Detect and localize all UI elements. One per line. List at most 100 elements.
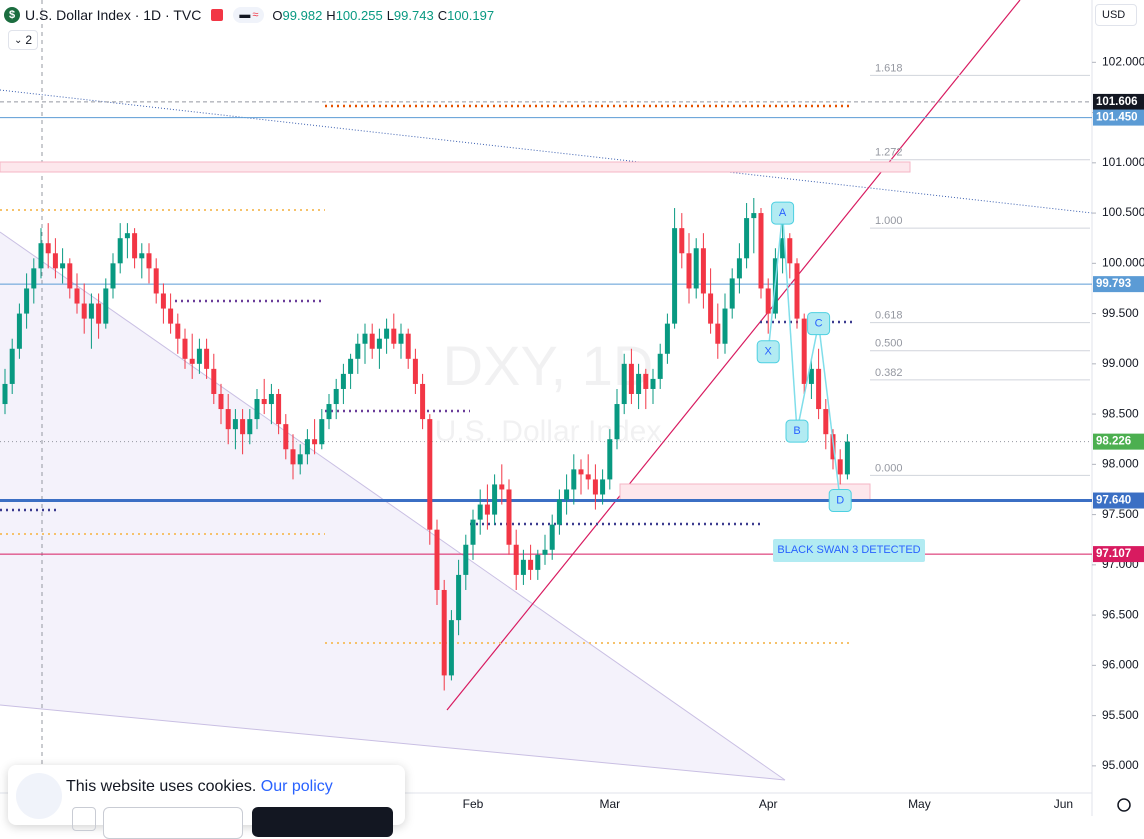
candle-body xyxy=(513,544,519,575)
candle-body xyxy=(175,323,181,339)
candle-body xyxy=(729,278,735,309)
candle-body xyxy=(376,338,382,349)
candle-body xyxy=(736,258,742,279)
candle-body xyxy=(693,248,699,289)
candle-body xyxy=(758,213,764,289)
candle-body xyxy=(146,253,152,269)
candle-body xyxy=(816,368,822,410)
x-tick-label: Mar xyxy=(599,797,620,811)
price-label-box xyxy=(1093,109,1144,126)
candle-body xyxy=(247,419,253,435)
candle-body xyxy=(427,419,433,530)
candle-body xyxy=(24,288,30,314)
candle-body xyxy=(60,263,66,269)
symbol-icon: $ xyxy=(4,7,20,23)
watermark-symbol: DXY, 1D xyxy=(443,334,654,397)
symbol-title[interactable]: U.S. Dollar Index · 1D · TVC xyxy=(25,7,202,23)
ohlc-values: O99.982 H100.255 L99.743 C100.197 xyxy=(272,8,498,23)
candle-body xyxy=(780,238,786,259)
price-label: 97.107 xyxy=(1096,548,1131,560)
ohlc-value: 99.743 xyxy=(393,7,434,23)
candle-body xyxy=(67,263,73,289)
candle-body xyxy=(38,243,44,269)
candle-body xyxy=(556,499,562,525)
legend-header: $ U.S. Dollar Index · 1D · TVC ▬ ≈ O99.98… xyxy=(4,4,498,26)
candle-body xyxy=(564,489,570,500)
candle-body xyxy=(837,459,843,475)
candle-body xyxy=(499,484,505,490)
x-tick-label: May xyxy=(908,797,931,811)
candle-body xyxy=(434,529,440,590)
price-label-box xyxy=(1093,93,1144,110)
pattern-leg xyxy=(817,323,841,501)
candle-body xyxy=(110,263,116,289)
candle-body xyxy=(636,373,642,394)
candle-body xyxy=(218,393,224,410)
ohlc-value: 100.197 xyxy=(447,7,495,23)
candle-body xyxy=(801,318,807,384)
candle-body xyxy=(477,504,483,520)
settings-icon[interactable] xyxy=(1117,798,1131,812)
candle-body xyxy=(456,574,462,621)
pattern-label: D xyxy=(836,494,844,506)
pattern-leg xyxy=(767,212,784,352)
flag[interactable] xyxy=(211,9,224,21)
candle-body xyxy=(542,549,548,555)
y-tick-label: 100.000 xyxy=(1102,256,1144,270)
candle-body xyxy=(607,439,613,480)
pattern-point xyxy=(785,419,809,443)
accept-button[interactable] xyxy=(252,807,393,837)
fib-label: 0.618 xyxy=(875,310,903,322)
status-pill[interactable]: ▬ ≈ xyxy=(233,7,265,23)
candle-body xyxy=(715,323,721,344)
indicators-toggle[interactable]: ⌄ 2 xyxy=(8,30,38,50)
candle-body xyxy=(211,368,217,394)
y-tick-label: 97.500 xyxy=(1102,507,1139,521)
price-label: 101.450 xyxy=(1096,112,1138,124)
candle-body xyxy=(643,373,649,389)
candle-body xyxy=(571,469,577,490)
candle-body xyxy=(31,268,37,289)
y-tick-label: 98.500 xyxy=(1102,406,1139,420)
pattern-banner-text: BLACK SWAN 3 DETECTED xyxy=(777,544,920,556)
candle-body xyxy=(657,353,663,379)
ohlc-key: H xyxy=(326,7,336,23)
y-tick-label: 102.000 xyxy=(1102,54,1144,68)
pattern-point xyxy=(756,340,780,364)
candle-body xyxy=(751,213,757,219)
candle-body xyxy=(124,233,130,239)
candle-body xyxy=(549,524,555,550)
cookie-icon xyxy=(16,773,62,819)
candle-body xyxy=(225,409,231,430)
y-tick-label: 99.500 xyxy=(1102,306,1139,320)
candle-body xyxy=(369,333,375,349)
y-tick-label: 98.000 xyxy=(1102,457,1139,471)
currency-button[interactable]: USD xyxy=(1095,4,1137,26)
ohlc-key: O xyxy=(272,7,283,23)
watermark-name: U.S. Dollar Index xyxy=(435,415,662,448)
candle-body xyxy=(448,620,454,676)
candle-body xyxy=(139,253,145,259)
pattern-point xyxy=(771,201,795,225)
candle-body xyxy=(2,383,8,405)
candle-body xyxy=(506,489,512,545)
candle-body xyxy=(168,308,174,324)
fib-label: 1.618 xyxy=(875,62,903,74)
trend-line xyxy=(0,231,786,781)
candle-body xyxy=(664,323,670,354)
candle-body xyxy=(189,358,195,364)
pattern-banner xyxy=(773,539,925,562)
candle-body xyxy=(520,559,526,575)
candle-body xyxy=(204,348,210,369)
candle-body xyxy=(628,363,634,394)
candle-body xyxy=(348,358,354,374)
candle-body xyxy=(196,348,202,364)
reject-button[interactable] xyxy=(103,807,243,839)
manage-button[interactable] xyxy=(72,807,96,831)
chart: DXY, 1D U.S. Dollar Index 95.000 95.500 96… xyxy=(0,0,1144,816)
candle-body xyxy=(268,393,274,405)
policy-link[interactable]: Our policy xyxy=(260,778,333,795)
candle-body xyxy=(283,424,289,450)
candle-body xyxy=(153,268,159,294)
candle-body xyxy=(254,399,260,420)
